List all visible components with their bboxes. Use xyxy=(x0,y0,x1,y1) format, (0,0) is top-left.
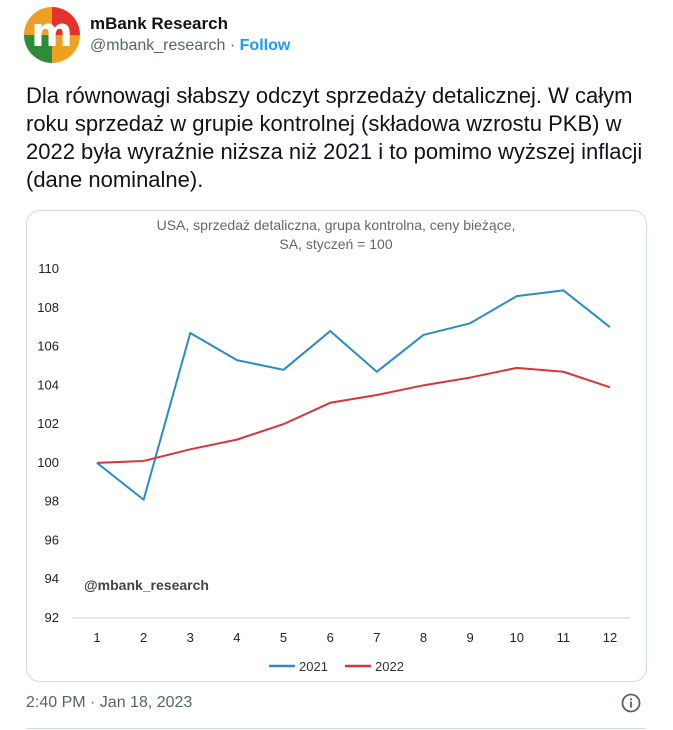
avatar[interactable]: m xyxy=(24,7,80,63)
chart-subtitle: SA, styczeń = 100 xyxy=(279,236,392,252)
legend-label-2021: 2021 xyxy=(299,659,328,674)
author-block: mBank Research @mbank_research · Follow xyxy=(90,13,290,57)
x-tick-label: 3 xyxy=(187,630,194,645)
x-tick-label: 1 xyxy=(93,630,100,645)
x-tick-label: 2 xyxy=(140,630,147,645)
y-tick-label: 92 xyxy=(45,610,59,625)
info-icon[interactable] xyxy=(621,693,641,713)
x-tick-label: 4 xyxy=(233,630,240,645)
x-tick-label: 5 xyxy=(280,630,287,645)
series-line-2021 xyxy=(96,289,611,501)
x-tick-label: 8 xyxy=(420,630,427,645)
tweet-text: Dla równowagi słabszy odczyt sprzedaży d… xyxy=(26,83,643,192)
watermark: @mbank_research xyxy=(84,577,209,593)
display-name[interactable]: mBank Research xyxy=(90,14,228,33)
legend-label-2022: 2022 xyxy=(375,659,404,674)
y-tick-label: 94 xyxy=(45,571,59,586)
avatar-quadrant xyxy=(52,35,80,63)
y-tick-label: 96 xyxy=(45,532,59,547)
y-tick-label: 98 xyxy=(45,494,59,509)
timestamp[interactable]: 2:40 PM · Jan 18, 2023 xyxy=(26,694,193,711)
divider xyxy=(26,728,646,729)
avatar-quadrant xyxy=(52,7,80,35)
x-tick-label: 7 xyxy=(373,630,380,645)
y-tick-label: 102 xyxy=(37,416,59,431)
x-tick-label: 10 xyxy=(509,630,523,645)
chart-title: USA, sprzedaż detaliczna, grupa kontroln… xyxy=(157,217,516,233)
avatar-logo-letter: m xyxy=(31,10,73,56)
y-tick-label: 100 xyxy=(37,455,59,470)
series-line-2022 xyxy=(96,366,611,464)
y-tick-label: 106 xyxy=(37,339,59,354)
avatar-quadrant xyxy=(24,7,52,35)
tweet-header: m mBank Research @mbank_research · Follo… xyxy=(24,7,290,63)
y-tick-label: 110 xyxy=(38,261,59,276)
avatar-quadrant xyxy=(24,35,52,63)
y-tick-label: 108 xyxy=(37,300,59,315)
handle-line: @mbank_research · Follow xyxy=(90,35,290,57)
x-tick-label: 9 xyxy=(466,630,473,645)
separator-dot: · xyxy=(229,37,236,54)
chart-image[interactable]: USA, sprzedaż detaliczna, grupa kontroln… xyxy=(26,210,647,682)
follow-button[interactable]: Follow xyxy=(239,37,291,54)
x-tick-label: 6 xyxy=(327,630,334,645)
y-tick-label: 104 xyxy=(37,377,59,392)
handle[interactable]: @mbank_research xyxy=(90,37,226,54)
chart-svg: USA, sprzedaż detaliczna, grupa kontroln… xyxy=(37,217,630,674)
x-tick-label: 11 xyxy=(557,630,571,645)
x-tick-label: 12 xyxy=(603,630,617,645)
